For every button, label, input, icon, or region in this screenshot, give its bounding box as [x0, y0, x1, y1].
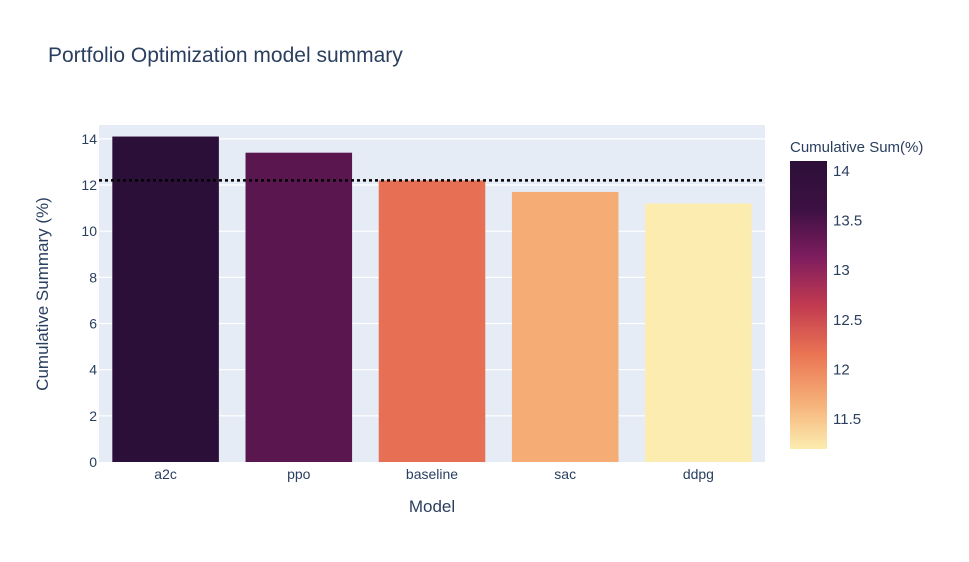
- bar-ppo: [245, 152, 353, 463]
- colorbar-tick-label: 13: [833, 262, 850, 279]
- chart-title: Portfolio Optimization model summary: [48, 44, 403, 67]
- colorbar-title: Cumulative Sum(%): [790, 139, 923, 156]
- bar-baseline: [378, 180, 486, 462]
- x-axis-ticks: a2c ppo baseline sac ddpg: [154, 466, 714, 482]
- y-tick-label: 10: [81, 223, 97, 239]
- bar-sac: [511, 191, 619, 462]
- x-tick-label: ddpg: [683, 466, 714, 482]
- x-tick-label: ppo: [287, 466, 311, 482]
- y-tick-label: 12: [81, 177, 97, 193]
- y-tick-label: 2: [89, 408, 97, 424]
- colorbar-tick-label: 14: [833, 163, 850, 180]
- colorbar-tick-label: 13.5: [833, 213, 862, 230]
- y-tick-label: 0: [89, 454, 97, 470]
- colorbar-ticks: 11.5 12 12.5 13 13.5 14: [833, 163, 862, 428]
- x-axis-title: Model: [409, 497, 455, 516]
- y-axis-title: Cumulative Summary (%): [33, 197, 52, 391]
- y-tick-label: 8: [89, 269, 97, 285]
- bar-ddpg: [645, 203, 752, 463]
- colorbar: [790, 161, 827, 449]
- x-tick-label: baseline: [406, 466, 458, 482]
- colorbar-tick-label: 12.5: [833, 312, 862, 329]
- colorbar-tick-label: 12: [833, 362, 850, 379]
- y-tick-label: 4: [89, 362, 97, 378]
- y-tick-label: 14: [81, 131, 97, 147]
- x-tick-label: sac: [554, 466, 576, 482]
- y-axis-ticks: 0 2 4 6 8 10 12 14: [81, 131, 97, 470]
- x-tick-label: a2c: [154, 466, 177, 482]
- y-tick-label: 6: [89, 316, 97, 332]
- bars: [112, 136, 752, 463]
- bar-a2c: [112, 136, 219, 463]
- colorbar-tick-label: 11.5: [833, 411, 861, 428]
